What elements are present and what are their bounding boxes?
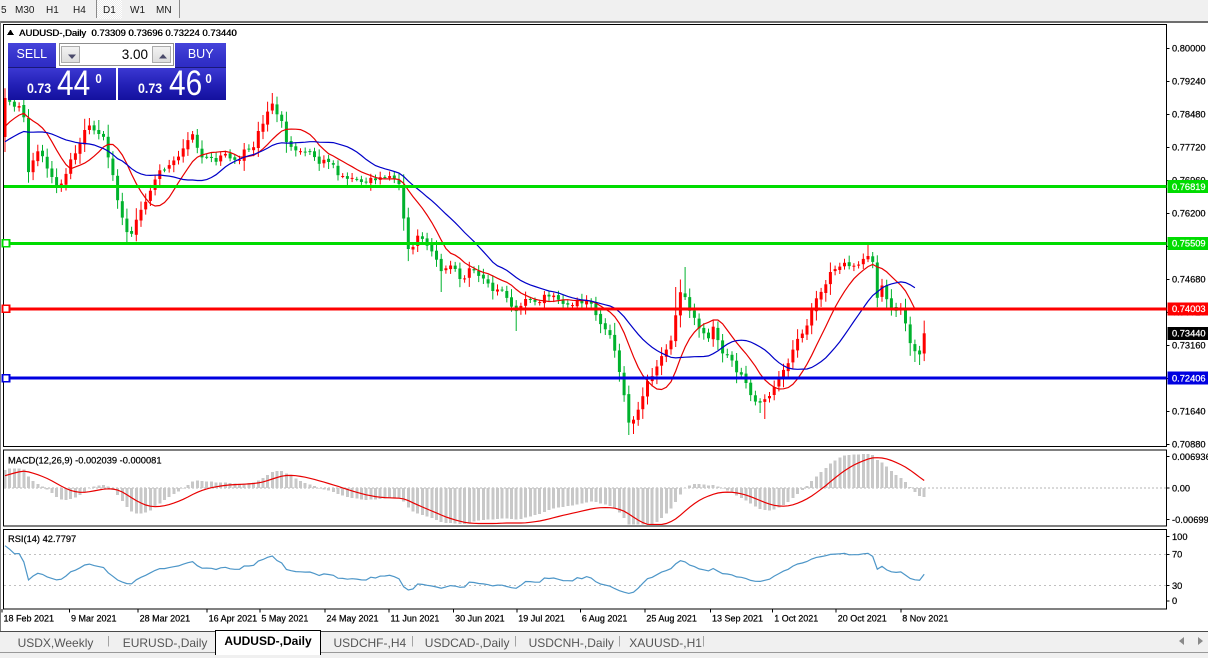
svg-text:20 Oct 2021: 20 Oct 2021 [838, 613, 887, 623]
svg-text:0.71640: 0.71640 [1172, 407, 1206, 417]
svg-text:0.73440: 0.73440 [1172, 329, 1206, 339]
svg-text:0.76819: 0.76819 [1172, 182, 1206, 192]
svg-text:0.006936: 0.006936 [1172, 452, 1208, 462]
svg-text:5 May 2021: 5 May 2021 [261, 613, 308, 623]
svg-text:19 Jul 2021: 19 Jul 2021 [518, 613, 565, 623]
svg-text:0.76200: 0.76200 [1172, 209, 1206, 219]
svg-text:25 Aug 2021: 25 Aug 2021 [646, 613, 697, 623]
svg-text:0.72406: 0.72406 [1172, 373, 1206, 383]
svg-text:1 Oct 2021: 1 Oct 2021 [774, 613, 818, 623]
svg-text:0.00: 0.00 [1172, 483, 1190, 493]
svg-text:11 Jun 2021: 11 Jun 2021 [391, 613, 440, 623]
svg-text:MACD(12,26,9) -0.002039 -0.000: MACD(12,26,9) -0.002039 -0.000081 [8, 456, 162, 466]
svg-text:70: 70 [1172, 550, 1182, 560]
svg-text:28 Mar 2021: 28 Mar 2021 [140, 613, 191, 623]
svg-text:0: 0 [1172, 596, 1177, 606]
svg-text:18 Feb 2021: 18 Feb 2021 [4, 613, 55, 623]
svg-text:0.70880: 0.70880 [1172, 440, 1206, 450]
svg-text:8 Nov 2021: 8 Nov 2021 [902, 613, 948, 623]
svg-text:0.74680: 0.74680 [1172, 275, 1206, 285]
svg-text:0.73160: 0.73160 [1172, 341, 1206, 351]
svg-text:30: 30 [1172, 581, 1182, 591]
svg-text:13 Sep 2021: 13 Sep 2021 [712, 613, 763, 623]
svg-text:30 Jun 2021: 30 Jun 2021 [455, 613, 505, 623]
svg-text:0.75509: 0.75509 [1172, 239, 1206, 249]
svg-text:6 Aug 2021: 6 Aug 2021 [582, 613, 628, 623]
svg-text:RSI(14) 42.7797: RSI(14) 42.7797 [8, 534, 76, 544]
svg-text:16 Apr 2021: 16 Apr 2021 [209, 613, 258, 623]
svg-text:0.79240: 0.79240 [1172, 77, 1206, 87]
svg-text:0.78480: 0.78480 [1172, 110, 1206, 120]
svg-text:9 Mar 2021: 9 Mar 2021 [71, 613, 117, 623]
svg-text:100: 100 [1172, 532, 1188, 542]
svg-text:0.74003: 0.74003 [1172, 304, 1206, 314]
svg-text:0.80000: 0.80000 [1172, 44, 1206, 54]
svg-text:24 May 2021: 24 May 2021 [327, 613, 379, 623]
svg-text:0.77720: 0.77720 [1172, 143, 1206, 153]
